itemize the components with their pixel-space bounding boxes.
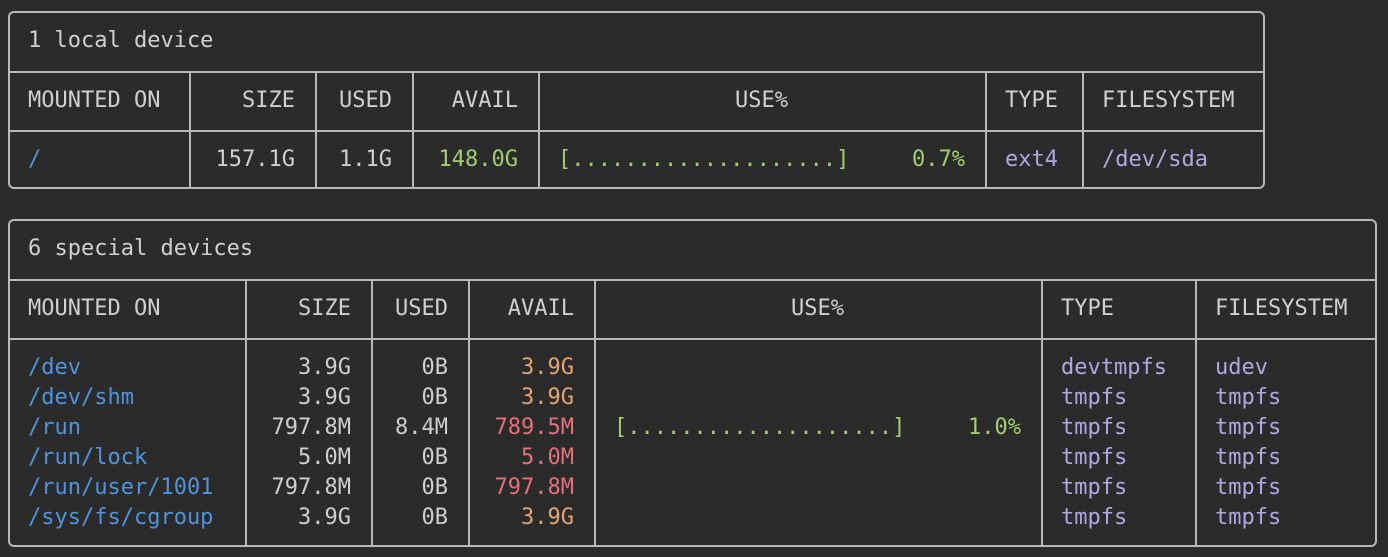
used: 0B — [421, 445, 449, 470]
usage-bar: [....................] — [614, 415, 906, 440]
column-divider — [245, 279, 247, 547]
table-frame — [8, 219, 1377, 547]
type: devtmpfs — [1061, 355, 1167, 380]
avail: 789.5M — [494, 415, 574, 440]
type: ext4 — [1005, 147, 1058, 172]
mounted-on: /dev/shm — [28, 385, 134, 410]
column-header: TYPE — [1061, 296, 1114, 321]
column-divider — [538, 71, 540, 189]
table-title: 1 local device — [28, 28, 214, 53]
column-header: SIZE — [298, 296, 351, 321]
row-divider — [8, 130, 1265, 132]
avail: 5.0M — [521, 445, 574, 470]
type: tmpfs — [1061, 445, 1128, 470]
column-header: MOUNTED ON — [28, 88, 161, 113]
avail: 148.0G — [438, 147, 518, 172]
usage-percent: 1.0% — [968, 415, 1021, 440]
filesystem: tmpfs — [1215, 445, 1282, 470]
used: 0B — [421, 505, 449, 530]
filesystem: tmpfs — [1215, 385, 1282, 410]
mounted-on: / — [28, 147, 42, 172]
column-header: USED — [339, 88, 392, 113]
size: 3.9G — [298, 355, 351, 380]
size: 797.8M — [271, 415, 351, 440]
column-divider — [985, 71, 987, 189]
type: tmpfs — [1061, 415, 1128, 440]
size: 157.1G — [215, 147, 295, 172]
used: 0B — [421, 355, 449, 380]
avail: 3.9G — [521, 385, 574, 410]
filesystem: tmpfs — [1215, 415, 1282, 440]
table-frame — [8, 11, 1265, 189]
size: 3.9G — [298, 385, 351, 410]
avail: 3.9G — [521, 355, 574, 380]
filesystem: tmpfs — [1215, 475, 1282, 500]
column-header: TYPE — [1005, 88, 1058, 113]
filesystem: /dev/sda — [1102, 147, 1208, 172]
column-header: FILESYSTEM — [1215, 296, 1348, 321]
size: 3.9G — [298, 505, 351, 530]
mounted-on: /dev — [28, 355, 81, 380]
filesystem: udev — [1215, 355, 1268, 380]
type: tmpfs — [1061, 505, 1128, 530]
column-header: AVAIL — [451, 88, 518, 113]
column-divider — [189, 71, 191, 189]
column-divider — [371, 279, 373, 547]
column-header: USED — [395, 296, 448, 321]
column-divider — [412, 71, 414, 189]
column-header: AVAIL — [507, 296, 574, 321]
avail: 797.8M — [494, 475, 574, 500]
column-divider — [468, 279, 470, 547]
used: 1.1G — [339, 147, 392, 172]
column-header: MOUNTED ON — [28, 296, 161, 321]
table-title: 6 special devices — [28, 236, 254, 261]
mounted-on: /sys/fs/cgroup — [28, 505, 214, 530]
column-divider — [1082, 71, 1084, 189]
avail: 3.9G — [521, 505, 574, 530]
mounted-on: /run — [28, 415, 81, 440]
column-divider — [1195, 279, 1197, 547]
used: 0B — [421, 475, 449, 500]
column-header: FILESYSTEM — [1102, 88, 1235, 113]
column-divider — [594, 279, 596, 547]
usage-percent: 0.7% — [912, 147, 965, 172]
row-divider — [8, 279, 1377, 281]
column-header: SIZE — [242, 88, 295, 113]
type: tmpfs — [1061, 475, 1128, 500]
mounted-on: /run/lock — [28, 445, 148, 470]
size: 5.0M — [298, 445, 351, 470]
column-divider — [1041, 279, 1043, 547]
type: tmpfs — [1061, 385, 1128, 410]
used: 8.4M — [395, 415, 448, 440]
row-divider — [8, 338, 1377, 340]
filesystem: tmpfs — [1215, 505, 1282, 530]
usage-bar: [....................] — [558, 147, 850, 172]
column-divider — [315, 71, 317, 189]
column-header: USE% — [791, 296, 844, 321]
mounted-on: /run/user/1001 — [28, 475, 214, 500]
row-divider — [8, 71, 1265, 73]
used: 0B — [421, 385, 449, 410]
column-header: USE% — [735, 88, 788, 113]
size: 797.8M — [271, 475, 351, 500]
